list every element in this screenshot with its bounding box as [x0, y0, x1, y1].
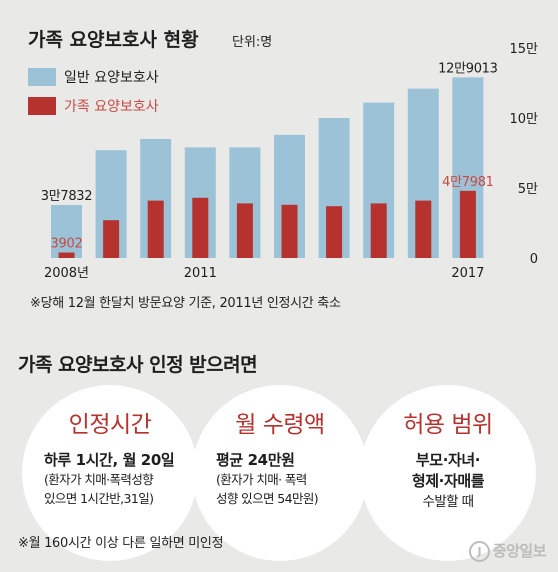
bar-family: [236, 203, 253, 258]
circle-detail: 수발할 때: [422, 494, 475, 510]
circle-recognition-time: 인정시간 하루 1시간, 월 20일 (환자가 치매·폭력성향 있으면 1시간반…: [22, 385, 198, 561]
circle-headline-line: 부모·자녀·: [415, 451, 481, 469]
x-tick-label: 2017: [451, 266, 484, 281]
x-tick-label: 2011: [184, 266, 217, 281]
section-title: 가족 요양보호사 인정 받으려면: [18, 354, 258, 376]
bar-family: [103, 220, 120, 258]
legend-label-general: 일반 요양보호사: [64, 70, 159, 86]
circle-detail-line: (환자가 치매·폭력성향: [44, 472, 154, 487]
bar-chart: 가족 요양보호사 현황 단위:명 일반 요양보호사 가족 요양보호사 0 5만 10…: [28, 28, 538, 281]
circle-headline: 평균 24만원: [216, 451, 295, 469]
legend-label-family: 가족 요양보호사: [64, 99, 159, 115]
y-tick-label: 15만: [509, 42, 538, 57]
logo-text: 중앙일보: [492, 542, 547, 560]
bar-family: [326, 206, 343, 258]
logo-mark-icon: J: [468, 541, 490, 562]
bar-general: [51, 205, 82, 258]
legend-swatch-general: [28, 68, 56, 86]
y-tick-label: 0: [530, 252, 538, 267]
data-label: 3만7832: [41, 189, 93, 204]
x-tick-label: 2008년: [44, 266, 89, 281]
bar-family: [58, 252, 75, 258]
chart-title: 가족 요양보호사 현황: [28, 28, 199, 51]
footnote: ※당해 12월 한달치 방문요양 기준, 2011년 인정시간 축소: [30, 296, 341, 311]
data-label: 4만7981: [442, 175, 494, 190]
legend: 일반 요양보호사 가족 요양보호사: [28, 68, 159, 115]
circle-title: 인정시간: [68, 412, 152, 438]
circle-headline: 하루 1시간, 월 20일: [44, 451, 175, 469]
y-tick-label: 10만: [509, 112, 538, 127]
bar-family: [370, 203, 387, 258]
bar-family: [415, 200, 432, 258]
bar-family: [281, 204, 298, 258]
bar-family: [192, 197, 209, 258]
publisher-logo: J 중앙일보: [468, 540, 547, 562]
circle-detail-line: 성향 있으면 54만원): [216, 491, 319, 506]
circle-title: 허용 범위: [403, 412, 493, 438]
circle-detail-line: 있으면 1시간반,31일): [44, 491, 154, 506]
data-label: 3902: [51, 237, 83, 252]
legend-swatch-family: [28, 97, 56, 115]
circle-headline: 부모·자녀· 형제·자매를: [360, 450, 536, 492]
chart-unit: 단위:명: [232, 35, 272, 50]
bar-family: [459, 190, 476, 258]
circle-headline-line: 형제·자매를: [411, 472, 485, 490]
y-tick-label: 5만: [518, 182, 538, 197]
data-label: 12만9013: [438, 61, 498, 76]
circle-detail-line: (환자가 치매· 폭력: [216, 472, 307, 487]
bar-family: [147, 200, 164, 258]
circle-title: 월 수령액: [235, 412, 325, 438]
bottom-note: ※월 160시간 이상 다른 일하면 미인정: [18, 536, 224, 551]
circle-allowed-range: 허용 범위 부모·자녀· 형제·자매를 수발할 때: [360, 385, 536, 561]
circle-monthly-pay: 월 수령액 평균 24만원 (환자가 치매· 폭력 성향 있으면 54만원): [192, 385, 368, 561]
